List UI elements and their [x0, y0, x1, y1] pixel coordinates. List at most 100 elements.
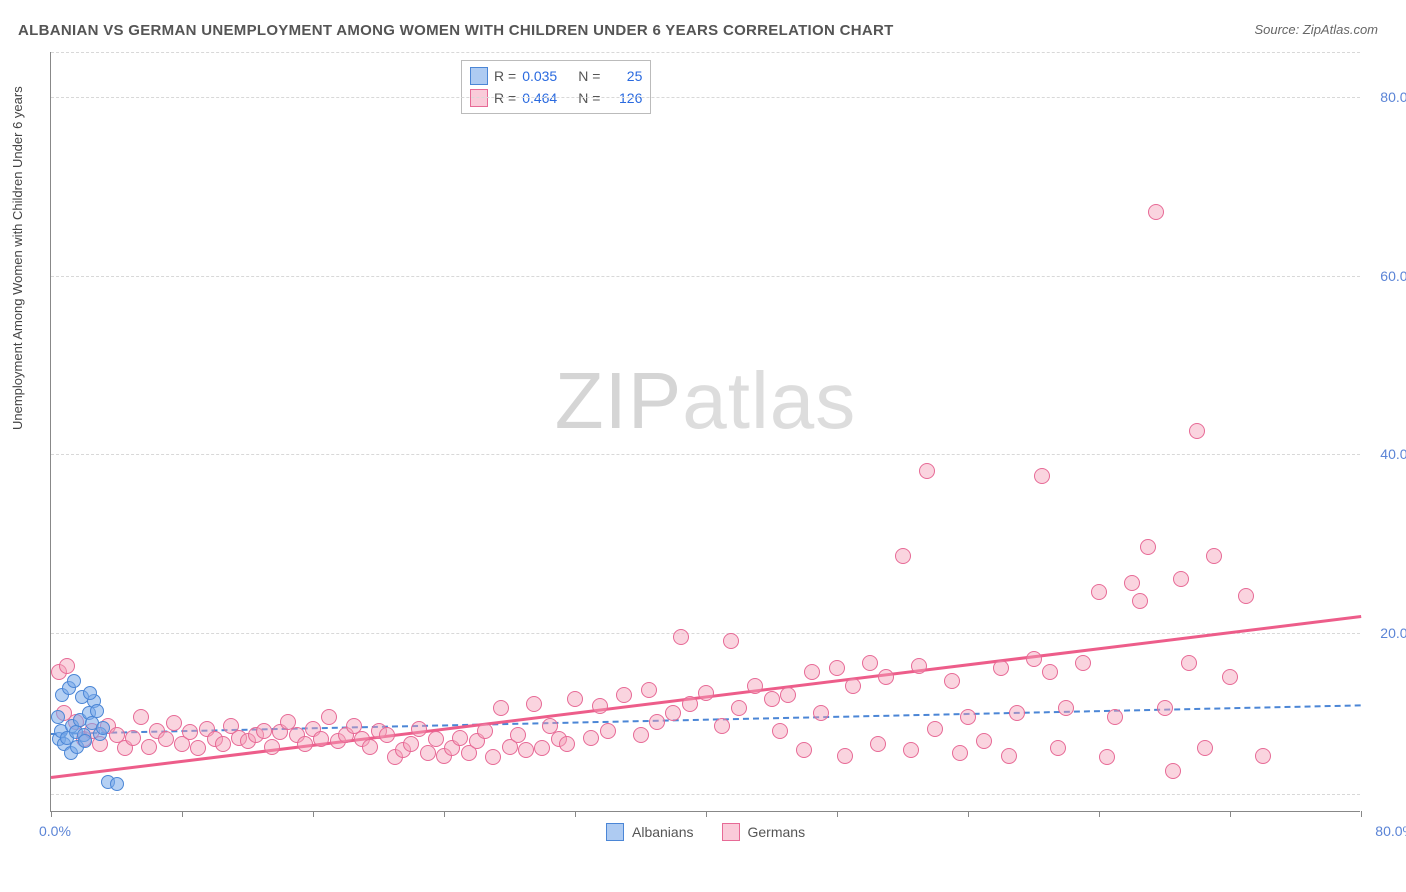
data-point — [1042, 664, 1058, 680]
data-point — [731, 700, 747, 716]
data-point — [133, 709, 149, 725]
data-point — [862, 655, 878, 671]
data-point — [190, 740, 206, 756]
data-point — [264, 739, 280, 755]
data-point — [256, 723, 272, 739]
data-point — [1034, 468, 1050, 484]
x-tick — [51, 811, 52, 817]
data-point — [90, 704, 104, 718]
correlation-stats-box: R = 0.035 N = 25 R = 0.464 N = 126 — [461, 60, 651, 114]
data-point — [870, 736, 886, 752]
x-tick — [575, 811, 576, 817]
data-point — [813, 705, 829, 721]
x-axis-origin-label: 0.0% — [39, 823, 71, 839]
data-point — [641, 682, 657, 698]
data-point — [1075, 655, 1091, 671]
data-point — [510, 727, 526, 743]
data-point — [428, 731, 444, 747]
data-point — [321, 709, 337, 725]
data-point — [1050, 740, 1066, 756]
data-point — [583, 730, 599, 746]
data-point — [911, 658, 927, 674]
data-point — [878, 669, 894, 685]
y-tick-label: 40.0% — [1380, 446, 1406, 462]
data-point — [960, 709, 976, 725]
data-point — [903, 742, 919, 758]
data-point — [1058, 700, 1074, 716]
data-point — [952, 745, 968, 761]
data-point — [616, 687, 632, 703]
data-point — [919, 463, 935, 479]
data-point — [362, 739, 378, 755]
data-point — [1222, 669, 1238, 685]
data-point — [403, 736, 419, 752]
data-point — [673, 629, 689, 645]
data-point — [141, 739, 157, 755]
y-tick-label: 20.0% — [1380, 625, 1406, 641]
data-point — [452, 730, 468, 746]
data-point — [215, 736, 231, 752]
data-point — [526, 696, 542, 712]
data-point — [845, 678, 861, 694]
x-tick — [444, 811, 445, 817]
data-point — [714, 718, 730, 734]
data-point — [485, 749, 501, 765]
legend-item-germans: Germans — [722, 823, 806, 841]
data-point — [927, 721, 943, 737]
data-point — [633, 727, 649, 743]
data-point — [182, 724, 198, 740]
data-point — [796, 742, 812, 758]
data-point — [67, 674, 81, 688]
gridline — [51, 276, 1360, 277]
data-point — [1132, 593, 1148, 609]
data-point — [592, 698, 608, 714]
x-tick — [706, 811, 707, 817]
data-point — [1148, 204, 1164, 220]
y-axis-label: Unemployment Among Women with Children U… — [10, 86, 25, 430]
data-point — [1099, 749, 1115, 765]
gridline — [51, 633, 1360, 634]
data-point — [379, 727, 395, 743]
data-point — [772, 723, 788, 739]
data-point — [944, 673, 960, 689]
data-point — [313, 731, 329, 747]
data-point — [747, 678, 763, 694]
data-point — [837, 748, 853, 764]
source-attribution: Source: ZipAtlas.com — [1254, 22, 1378, 37]
data-point — [567, 691, 583, 707]
data-point — [166, 715, 182, 731]
data-point — [534, 740, 550, 756]
y-tick-label: 80.0% — [1380, 89, 1406, 105]
x-tick — [1230, 811, 1231, 817]
data-point — [1026, 651, 1042, 667]
chart-title: ALBANIAN VS GERMAN UNEMPLOYMENT AMONG WO… — [18, 22, 894, 39]
data-point — [649, 714, 665, 730]
data-point — [297, 736, 313, 752]
data-point — [78, 734, 92, 748]
gridline — [51, 794, 1360, 795]
x-tick — [182, 811, 183, 817]
data-point — [1009, 705, 1025, 721]
x-tick — [1099, 811, 1100, 817]
gridline — [51, 454, 1360, 455]
data-point — [698, 685, 714, 701]
swatch-icon — [470, 67, 488, 85]
data-point — [1001, 748, 1017, 764]
data-point — [96, 721, 110, 735]
legend-item-albanians: Albanians — [606, 823, 694, 841]
y-tick-label: 60.0% — [1380, 268, 1406, 284]
stats-row-germans: R = 0.464 N = 126 — [470, 87, 642, 109]
swatch-icon — [722, 823, 740, 841]
data-point — [764, 691, 780, 707]
data-point — [1181, 655, 1197, 671]
data-point — [723, 633, 739, 649]
data-point — [1173, 571, 1189, 587]
swatch-icon — [470, 89, 488, 107]
gridline — [51, 97, 1360, 98]
data-point — [1124, 575, 1140, 591]
stats-row-albanians: R = 0.035 N = 25 — [470, 65, 642, 87]
data-point — [1189, 423, 1205, 439]
gridline — [51, 52, 1360, 53]
data-point — [477, 723, 493, 739]
data-point — [559, 736, 575, 752]
